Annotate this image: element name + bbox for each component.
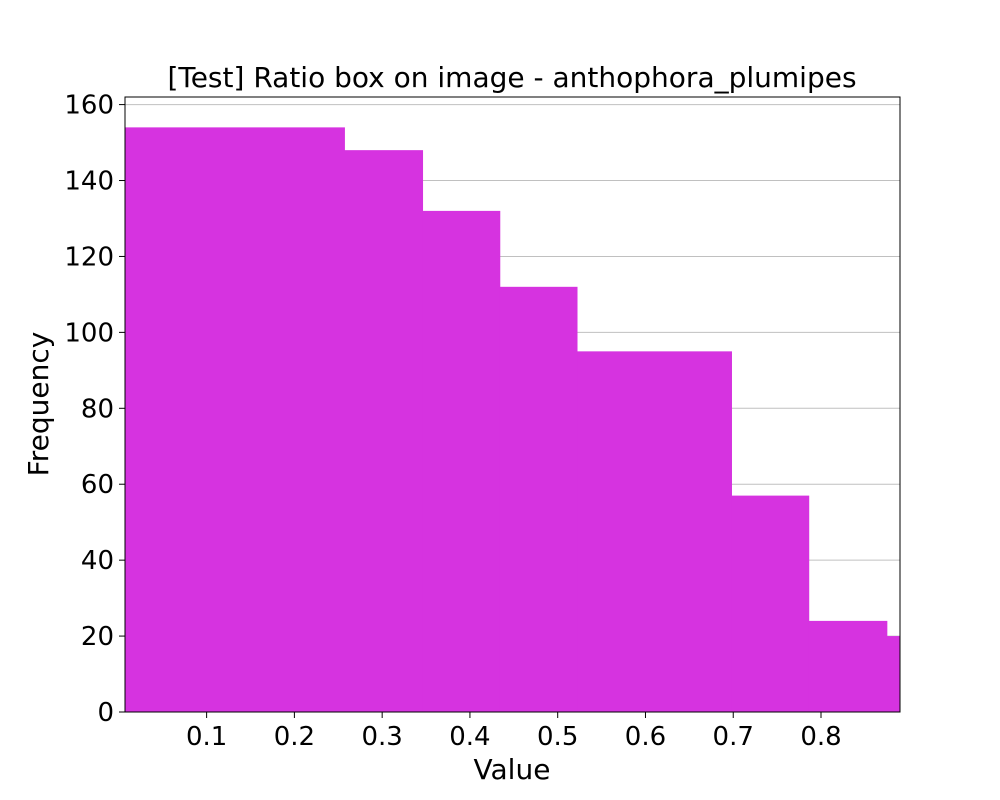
x-tick-label: 0.8 bbox=[800, 722, 841, 752]
x-tick-label: 0.1 bbox=[186, 722, 227, 752]
y-axis-label: Frequency bbox=[22, 332, 55, 477]
histogram-bar bbox=[125, 127, 345, 713]
y-tick-label: 80 bbox=[81, 394, 114, 424]
x-tick-label: 0.2 bbox=[274, 722, 315, 752]
y-tick-label: 140 bbox=[64, 167, 114, 197]
y-tick-label: 160 bbox=[64, 91, 114, 121]
y-tick-label: 0 bbox=[97, 698, 114, 728]
y-axis-ticks: 0 20 40 60 80 100 120 140 160 bbox=[64, 91, 125, 728]
x-tick-label: 0.4 bbox=[449, 722, 490, 752]
y-tick-label: 100 bbox=[64, 318, 114, 348]
x-axis-label: Value bbox=[474, 753, 551, 786]
plot-frame bbox=[124, 96, 901, 713]
chart-title: [Test] Ratio box on image - anthophora_p… bbox=[167, 61, 856, 94]
x-tick-label: 0.7 bbox=[713, 722, 754, 752]
x-tick-label: 0.5 bbox=[537, 722, 578, 752]
histogram-bar bbox=[886, 636, 901, 712]
histogram-bar bbox=[344, 150, 424, 713]
histogram-bar bbox=[499, 286, 578, 712]
histogram-bar bbox=[422, 210, 501, 712]
y-tick-label: 120 bbox=[64, 242, 114, 272]
x-tick-label: 0.6 bbox=[625, 722, 666, 752]
y-tick-label: 60 bbox=[81, 470, 114, 500]
y-tick-label: 40 bbox=[81, 546, 114, 576]
y-tick-label: 20 bbox=[81, 622, 114, 652]
histogram-bar bbox=[808, 620, 888, 712]
histogram-bar bbox=[731, 495, 810, 712]
x-axis-ticks: 0.1 0.2 0.3 0.4 0.5 0.6 0.7 0.8 bbox=[186, 712, 842, 752]
histogram-bars bbox=[125, 127, 901, 713]
histogram-bar bbox=[577, 351, 732, 712]
x-tick-label: 0.3 bbox=[361, 722, 402, 752]
